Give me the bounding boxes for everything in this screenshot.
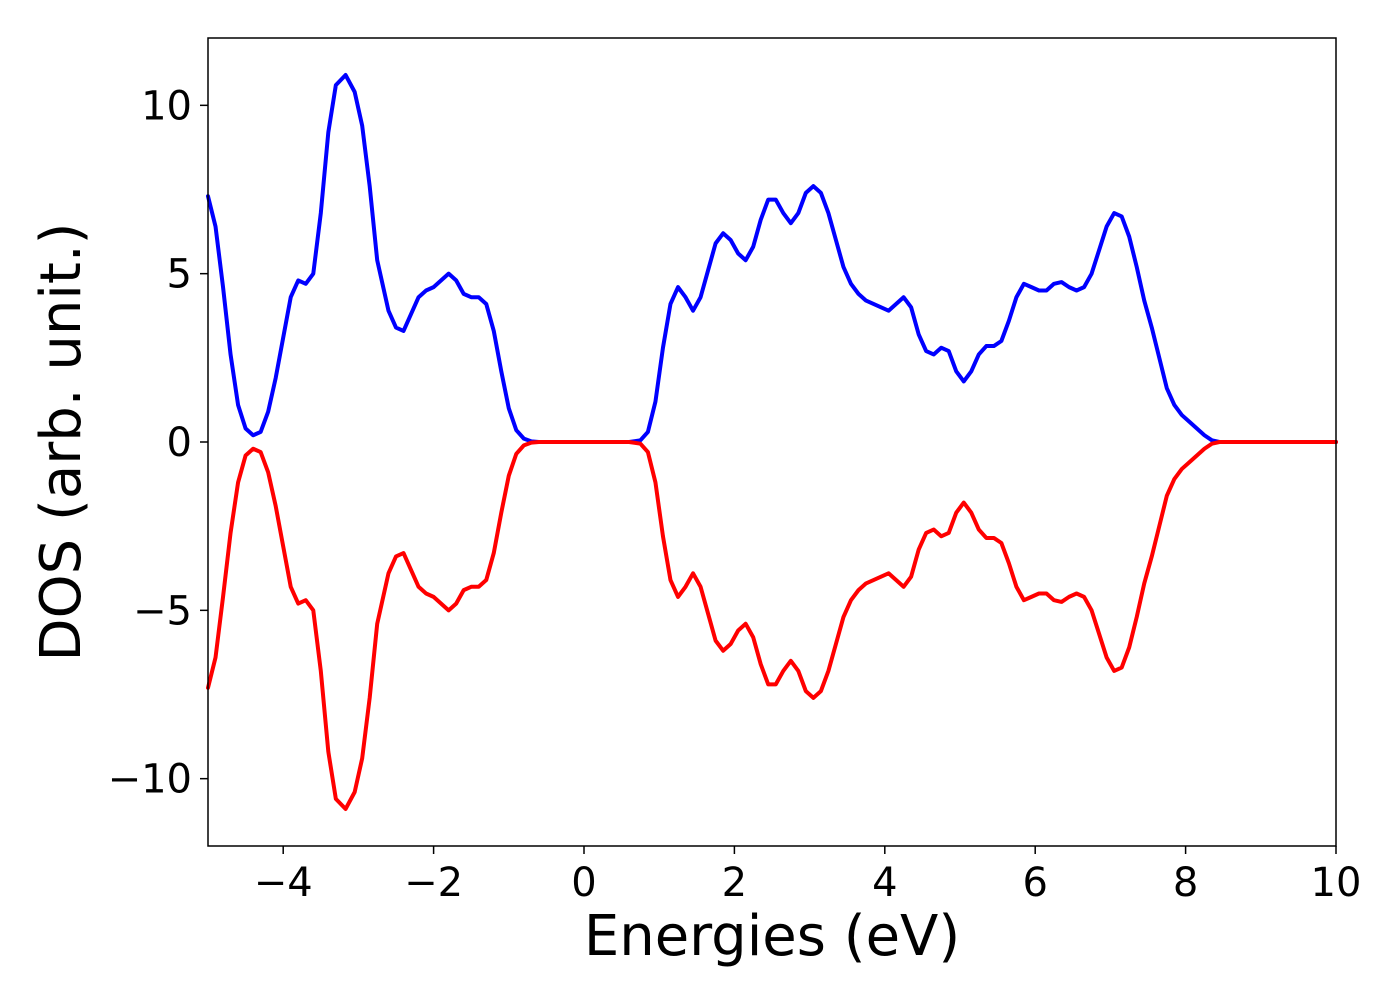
x-tick-label: 2 — [722, 860, 747, 906]
x-tick-label: 4 — [872, 860, 897, 906]
y-tick-label: 10 — [141, 83, 192, 129]
plot-frame — [207, 37, 1337, 847]
x-axis-label: Energies (eV) — [584, 904, 960, 969]
y-axis-label: DOS (arb. unit.) — [29, 222, 94, 661]
y-axis: −10 −5 0 5 10 — [108, 83, 208, 803]
x-tick-label: 10 — [1311, 860, 1362, 906]
x-tick-label: −4 — [254, 860, 313, 906]
y-tick-label: −10 — [108, 757, 192, 803]
y-tick-label: −5 — [133, 588, 192, 634]
y-tick-label: 0 — [167, 420, 192, 466]
x-tick-label: 8 — [1173, 860, 1198, 906]
x-axis: −4 −2 0 2 4 6 8 10 — [254, 846, 1362, 906]
x-tick-label: 6 — [1022, 860, 1047, 906]
y-tick-label: 5 — [167, 252, 192, 298]
series-line-1 — [206, 73, 1338, 444]
plot-area — [206, 73, 1338, 811]
x-tick-label: −2 — [404, 860, 463, 906]
x-tick-label: 0 — [571, 860, 596, 906]
series-line-2 — [206, 440, 1338, 811]
